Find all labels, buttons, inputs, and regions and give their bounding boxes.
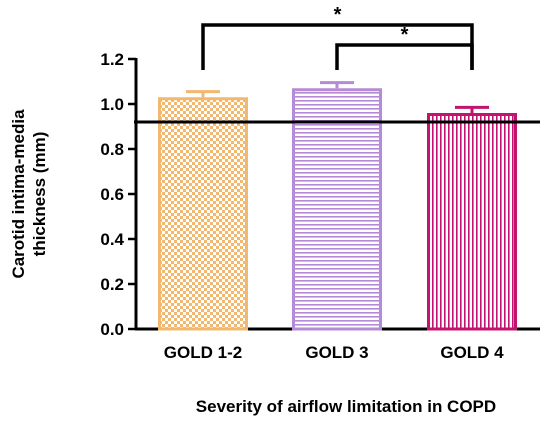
- y-tick-label: 0.4: [100, 230, 124, 249]
- y-tick-label: 0.2: [100, 275, 124, 294]
- bar: [427, 113, 517, 331]
- y-tick-label: 0.8: [100, 140, 124, 159]
- bar: [292, 88, 382, 331]
- y-tick-label: 0.0: [100, 320, 124, 339]
- significance-star: *: [401, 24, 409, 46]
- y-tick-label: 1.2: [100, 50, 124, 69]
- y-axis-label: Carotid intima-media thickness (mm): [9, 109, 49, 279]
- y-axis-label-line-2: thickness (mm): [30, 132, 49, 257]
- significance-star: *: [334, 4, 342, 26]
- significance-bracket: [335, 43, 474, 70]
- x-tick-label: GOLD 4: [440, 343, 504, 362]
- x-tick-label: GOLD 1-2: [164, 343, 242, 362]
- bar: [158, 97, 248, 331]
- y-tick-label: 1.0: [100, 95, 124, 114]
- y-axis-label-line-1: Carotid intima-media: [9, 109, 28, 279]
- x-tick-label: GOLD 3: [305, 343, 368, 362]
- error-bars: [186, 81, 489, 113]
- significance-brackets: **: [201, 4, 474, 70]
- x-axis: GOLD 1-2 GOLD 3 GOLD 4: [135, 327, 540, 362]
- bars: [158, 88, 517, 331]
- y-axis: 0.0 0.2 0.4 0.6 0.8 1.0 1.2: [100, 50, 138, 339]
- y-tick-label: 0.6: [100, 185, 124, 204]
- x-axis-label: Severity of airflow limitation in COPD: [196, 397, 496, 416]
